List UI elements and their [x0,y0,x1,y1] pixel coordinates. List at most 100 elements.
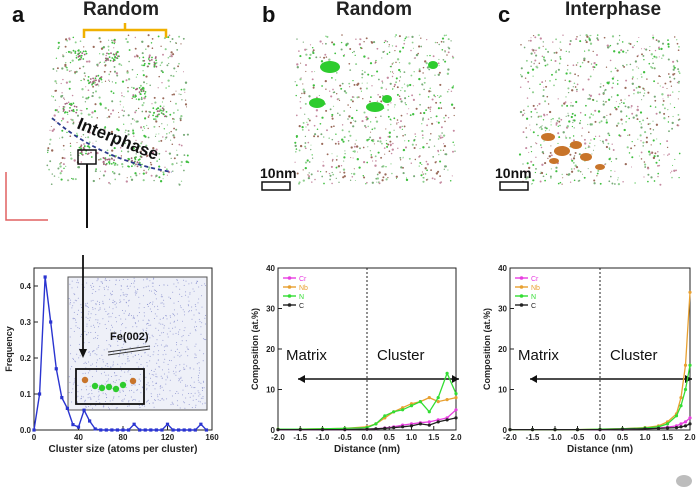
series-point-c [674,426,679,430]
atom [149,161,152,164]
atom [359,38,362,41]
atom [66,111,69,114]
atom [69,302,71,303]
atom [602,100,605,102]
atom [305,126,307,128]
atom [72,102,75,105]
atom [110,344,112,346]
atom [137,98,140,101]
atom [120,155,123,157]
atom [75,111,78,114]
atom [676,39,678,41]
atom [304,161,308,164]
atom [637,67,640,69]
atom [82,396,84,398]
atom [176,319,178,321]
atom [187,296,189,298]
atom [125,394,126,396]
atom [365,139,368,141]
atom [89,370,91,372]
atom [678,152,681,155]
atom [111,149,114,152]
atom [306,48,308,50]
atom [422,84,424,86]
atom [140,392,142,394]
atom [655,123,659,126]
atom [135,292,137,294]
atom [183,363,185,365]
atom [315,109,319,112]
atom [160,109,162,112]
atom [102,361,104,363]
atom [587,97,590,100]
atom [125,380,127,382]
atom [441,49,444,51]
atom [421,134,424,137]
atom [106,52,108,55]
atom [85,362,87,364]
atom [576,36,578,38]
atom [343,171,346,174]
atom [146,327,148,329]
x-axis-label: Cluster size (atoms per cluster) [49,444,198,455]
atom [127,360,129,362]
atom [600,120,603,123]
atom [656,154,659,158]
atom [78,357,80,359]
atom [177,392,179,394]
atom [91,286,93,288]
atom [429,110,432,112]
atom [359,87,362,90]
atom [141,104,144,107]
atom [332,105,335,107]
atom [179,364,181,366]
atom [314,178,316,181]
y-tick-label: 0.1 [20,390,32,399]
atom [419,148,421,150]
atom [180,376,182,378]
atom [534,59,537,62]
atom [295,134,299,138]
atom [348,62,351,65]
atom [519,86,522,89]
atom [570,168,573,170]
atom [385,166,387,168]
scale-label-b: 10nm [260,165,297,181]
atom [97,322,99,324]
atom [88,141,91,144]
atom [377,181,380,184]
x-tick-label: -0.5 [338,433,352,442]
atom [616,69,619,72]
atom [159,385,161,387]
atom [186,154,189,157]
atom [361,120,364,123]
atom [131,165,133,168]
y-tick-label: 0.4 [20,282,32,291]
atom [387,103,389,106]
atom [72,357,74,359]
atom [320,133,323,136]
x-axis-label: Distance (nm) [334,444,400,455]
atom [203,381,205,383]
atom [103,371,105,373]
atom [68,376,70,378]
atom [152,114,155,117]
atom [121,400,123,402]
atom [544,64,547,67]
atom [67,113,69,116]
frequency-point [126,428,131,432]
atom [371,85,373,87]
atom [150,377,151,379]
atom [112,381,114,383]
atom [135,88,138,90]
atom [377,140,379,142]
atom [98,394,100,396]
atom [141,87,144,90]
atom [532,75,534,77]
atom [321,175,324,178]
atom [193,368,195,370]
atom [82,134,85,136]
atom [362,146,365,149]
atom [112,60,115,62]
atom [136,291,138,293]
